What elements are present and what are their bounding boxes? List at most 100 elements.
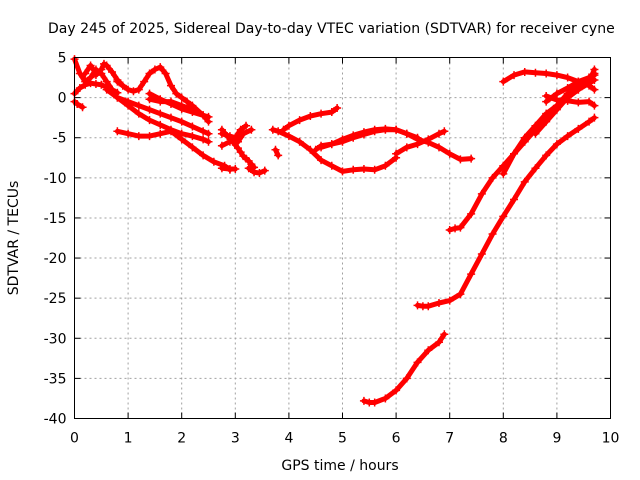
data-point-marker [327, 140, 336, 149]
chart-title: Day 245 of 2025, Sidereal Day-to-day VTE… [48, 21, 615, 37]
data-point-marker [552, 105, 561, 114]
x-tick-labels: 0 1 2 3 4 5 6 7 8 9 10 [70, 431, 619, 447]
data-point-marker [451, 224, 460, 233]
data-point-marker [392, 149, 401, 158]
y-tick-labels: 5 0 -5 -10 -15 -20 -25 -30 -35 -40 [44, 51, 67, 428]
data-point-marker [89, 65, 98, 74]
data-point-marker [381, 124, 390, 133]
y-tick-label: -35 [44, 371, 67, 387]
data-point-marker [467, 154, 476, 163]
data-point-marker [445, 296, 454, 305]
data-point-marker [563, 83, 572, 92]
data-point-marker [574, 85, 583, 94]
x-tick-label: 4 [284, 431, 293, 447]
data-point-marker [295, 137, 304, 146]
series-arc-13 [217, 121, 251, 150]
data-point-marker [424, 135, 433, 144]
data-point-marker [574, 98, 583, 107]
data-point-marker [268, 125, 277, 134]
series-arc-29 [531, 75, 599, 138]
data-point-marker [434, 298, 443, 307]
data-point-marker [327, 161, 336, 170]
data-point-marker [279, 125, 288, 134]
data-point-marker [274, 151, 283, 160]
data-point-marker [510, 71, 519, 80]
y-tick-label: 5 [58, 51, 67, 67]
y-axis-label: SDTVAR / TECUs [6, 181, 22, 296]
data-point-marker [236, 125, 245, 134]
data-point-marker [199, 135, 208, 144]
data-point-marker [177, 117, 186, 126]
series-line [415, 115, 597, 309]
data-point-marker [177, 93, 186, 102]
data-point-marker [392, 125, 401, 134]
y-tick-label: -30 [44, 331, 67, 347]
x-tick-label: 1 [124, 431, 133, 447]
data-point-marker [78, 103, 87, 112]
series-arc-7 [102, 85, 213, 146]
data-point-marker [563, 73, 572, 82]
series-line [82, 61, 126, 89]
data-point-marker [145, 69, 154, 78]
data-point-marker [413, 301, 422, 310]
data-point-marker [317, 109, 326, 118]
data-point-marker [306, 112, 315, 121]
data-point-marker [413, 358, 422, 367]
data-point-marker [188, 132, 197, 141]
data-point-marker [445, 225, 454, 234]
data-point-marker [456, 155, 465, 164]
data-point-marker [250, 168, 259, 177]
data-traces [70, 55, 599, 407]
data-point-marker [590, 101, 599, 110]
data-point-marker [166, 81, 175, 90]
x-tick-label: 9 [552, 431, 561, 447]
data-point-marker [124, 85, 133, 94]
x-tick-label: 3 [231, 431, 240, 447]
data-point-marker [124, 101, 133, 110]
data-point-marker [531, 68, 540, 77]
data-point-marker [392, 386, 401, 395]
data-point-marker [166, 127, 175, 136]
data-point-marker [563, 132, 572, 141]
series-arc-15 [244, 164, 269, 178]
grid-lines [74, 57, 611, 419]
data-point-marker [424, 346, 433, 355]
x-tick-label: 8 [499, 431, 508, 447]
data-point-marker [217, 129, 226, 138]
series-line [114, 128, 233, 173]
data-point-marker [552, 71, 561, 80]
data-point-marker [204, 129, 213, 138]
data-point-marker [172, 89, 181, 98]
data-point-marker [188, 105, 197, 114]
data-point-marker [542, 69, 551, 78]
data-point-marker [217, 141, 226, 150]
data-point-marker [499, 212, 508, 221]
data-point-marker [204, 137, 213, 146]
data-point-marker [467, 270, 476, 279]
x-tick-label: 7 [445, 431, 454, 447]
data-point-marker [183, 97, 192, 106]
series-arc-21 [392, 127, 449, 158]
data-point-marker [552, 89, 561, 98]
data-point-marker [510, 149, 519, 158]
data-point-marker [113, 127, 122, 136]
data-point-marker [440, 330, 449, 339]
data-point-marker [91, 79, 100, 88]
data-point-marker [140, 77, 149, 86]
data-point-marker [284, 121, 293, 130]
data-point-marker [91, 71, 100, 80]
data-point-marker [156, 109, 165, 118]
y-tick-label: -10 [44, 171, 67, 187]
data-point-marker [102, 61, 111, 70]
data-point-marker [381, 394, 390, 403]
y-tick-label: -20 [44, 251, 67, 267]
data-point-marker [108, 67, 117, 76]
data-point-marker [349, 165, 358, 174]
data-point-marker [217, 164, 226, 173]
data-point-marker [445, 149, 454, 158]
series-line [114, 95, 211, 137]
data-point-marker [531, 129, 540, 138]
data-point-marker [97, 65, 106, 74]
data-point-marker [338, 135, 347, 144]
data-point-marker [434, 143, 443, 152]
